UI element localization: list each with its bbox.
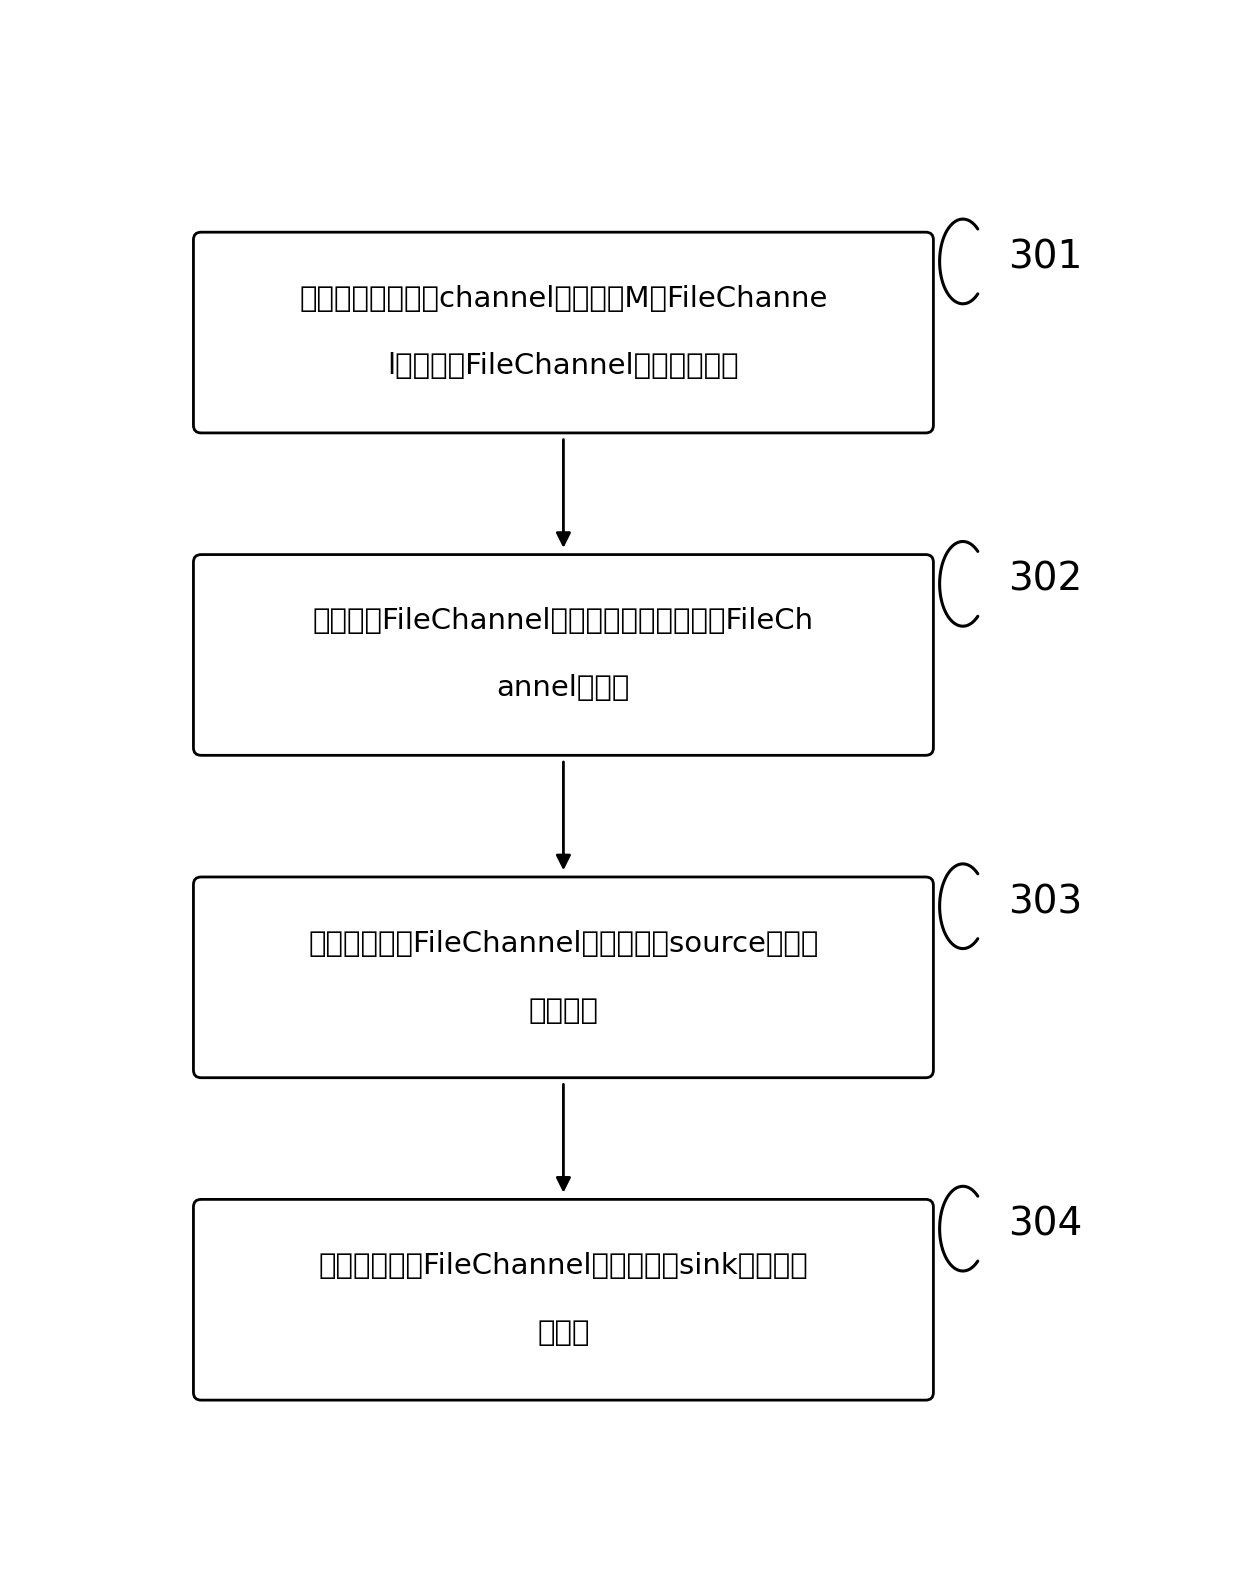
FancyBboxPatch shape [193, 555, 934, 755]
Text: 304: 304 [1008, 1206, 1083, 1243]
Text: 根据每个FileChannel的存储数据量确定每个FileCh: 根据每个FileChannel的存储数据量确定每个FileCh [312, 607, 813, 635]
Text: l中的每个FileChannel的存储数据量: l中的每个FileChannel的存储数据量 [388, 352, 739, 381]
Text: 定时统计封装后的channel组件中的M个FileChanne: 定时统计封装后的channel组件中的M个FileChanne [299, 284, 827, 313]
Text: annel的权重: annel的权重 [497, 675, 630, 703]
Text: 301: 301 [1008, 239, 1083, 276]
FancyBboxPatch shape [193, 1199, 934, 1400]
Text: 数据发送: 数据发送 [528, 997, 599, 1025]
FancyBboxPatch shape [193, 232, 934, 433]
Text: 根据上述每个FileChannel的权重调度source组件的: 根据上述每个FileChannel的权重调度source组件的 [309, 931, 818, 957]
Text: 302: 302 [1008, 561, 1083, 599]
Text: 303: 303 [1008, 883, 1083, 921]
FancyBboxPatch shape [193, 877, 934, 1078]
Text: 取数据: 取数据 [537, 1319, 590, 1348]
Text: 根据上述每个FileChannel的权重调度sink组件的读: 根据上述每个FileChannel的权重调度sink组件的读 [319, 1253, 808, 1280]
